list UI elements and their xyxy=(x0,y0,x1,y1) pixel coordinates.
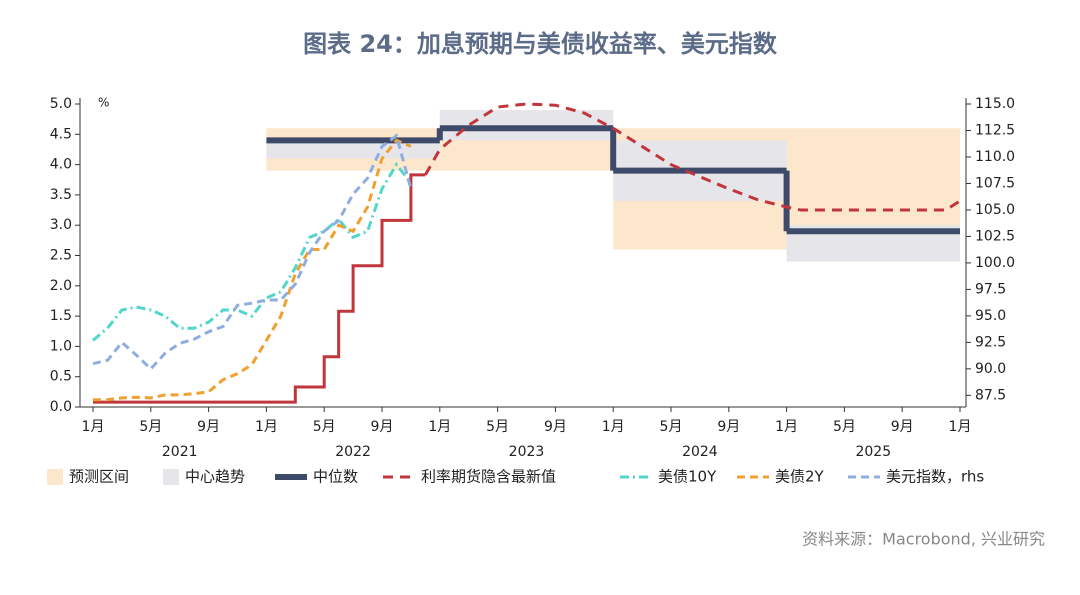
legend-label: 美债10Y xyxy=(658,468,717,486)
y-tick-label: 2.0 xyxy=(50,278,72,294)
y2-tick-label: 115.0 xyxy=(975,96,1015,112)
x-tick-label: 5月 xyxy=(833,419,856,435)
x-tick-label: 9月 xyxy=(891,419,914,435)
y2-tick-label: 90.0 xyxy=(975,361,1006,377)
legend-label: 美元指数，rhs xyxy=(886,468,984,486)
y-tick-label: 2.5 xyxy=(50,248,72,264)
y2-tick-label: 95.0 xyxy=(975,308,1006,324)
x-tick-label: 9月 xyxy=(197,419,220,435)
y2-tick-label: 110.0 xyxy=(975,149,1015,165)
source: 资料来源：Macrobond, 兴业研究 xyxy=(802,530,1045,549)
futures-line xyxy=(424,102,961,212)
x-tick-label: 5月 xyxy=(139,419,162,435)
y-unit: % xyxy=(98,96,109,110)
x-tick-label: 9月 xyxy=(371,419,394,435)
x-tick-label: 9月 xyxy=(544,419,567,435)
y-tick-label: 4.0 xyxy=(50,157,72,173)
x-tick-label: 5月 xyxy=(660,419,683,435)
y2-tick-label: 87.5 xyxy=(975,387,1006,403)
series-line xyxy=(92,161,413,342)
year-label: 2023 xyxy=(509,444,545,460)
x-tick-label: 1月 xyxy=(775,419,798,435)
band xyxy=(266,140,440,159)
y2-tick-label: 112.5 xyxy=(975,122,1015,138)
y-tick-label: 3.0 xyxy=(50,217,72,233)
y-tick-label: 0.5 xyxy=(50,369,72,385)
legend-label: 利率期货隐含最新值 xyxy=(421,468,556,486)
band xyxy=(439,110,614,141)
year-label: 2021 xyxy=(162,444,198,460)
x-tick-label: 1月 xyxy=(949,419,972,435)
y2-tick-label: 97.5 xyxy=(975,281,1006,297)
y2-tick-label: 107.5 xyxy=(975,175,1015,191)
series-line xyxy=(93,138,412,402)
x-tick-label: 1月 xyxy=(428,419,451,435)
x-tick-label: 9月 xyxy=(717,419,740,435)
y2-tick-label: 102.5 xyxy=(975,228,1015,244)
x-tick-label: 1月 xyxy=(255,419,278,435)
x-tick-label: 5月 xyxy=(486,419,509,435)
legend-label: 美债2Y xyxy=(775,468,825,486)
y-tick-label: 0.0 xyxy=(50,399,72,415)
legend-label: 预测区间 xyxy=(69,468,129,486)
y-tick-label: 3.5 xyxy=(50,187,72,203)
legend-swatch xyxy=(163,469,179,485)
year-label: 2025 xyxy=(855,444,891,460)
year-label: 2024 xyxy=(682,444,718,460)
legend-label: 中心趋势 xyxy=(185,468,245,486)
legend-label: 中位数 xyxy=(313,468,358,486)
y-tick-label: 4.5 xyxy=(50,126,72,142)
y2-tick-label: 105.0 xyxy=(975,202,1015,218)
y-tick-label: 1.0 xyxy=(50,338,72,354)
y-tick-label: 1.5 xyxy=(50,308,72,324)
series-line xyxy=(92,133,413,372)
x-tick-label: 1月 xyxy=(602,419,625,435)
chart-title: 图表 24：加息预期与美债收益率、美元指数 xyxy=(303,30,778,58)
y2-tick-label: 92.5 xyxy=(975,334,1006,350)
y2-tick-label: 100.0 xyxy=(975,255,1015,271)
x-tick-label: 5月 xyxy=(313,419,336,435)
year-label: 2022 xyxy=(335,444,371,460)
y-tick-label: 5.0 xyxy=(50,96,72,112)
legend-swatch xyxy=(47,469,63,485)
x-tick-label: 1月 xyxy=(82,419,105,435)
policy-rate-line xyxy=(93,173,426,404)
